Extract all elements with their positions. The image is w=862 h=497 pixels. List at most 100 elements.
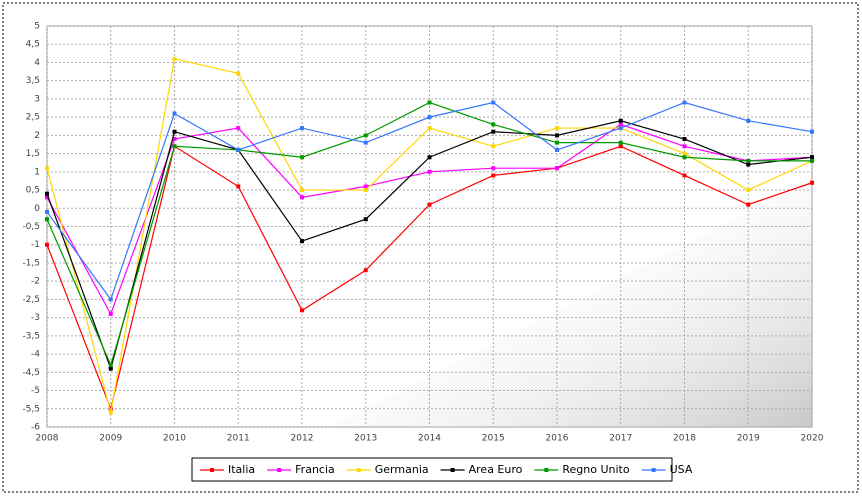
- x-tick-label: 2019: [737, 434, 760, 444]
- x-tick-label: 2012: [291, 434, 314, 444]
- point-marker: [427, 202, 432, 207]
- x-tick-label: 2014: [418, 434, 441, 444]
- point-marker: [491, 129, 496, 134]
- y-tick-label: 5: [34, 22, 40, 32]
- point-marker: [746, 118, 751, 123]
- y-tick-label: 3,5: [26, 76, 40, 86]
- point-marker: [300, 155, 304, 160]
- point-marker: [810, 129, 814, 134]
- point-marker: [491, 144, 496, 149]
- y-tick-label: -5: [31, 386, 40, 396]
- point-marker: [682, 151, 687, 156]
- point-marker: [363, 133, 368, 138]
- point-marker: [427, 100, 432, 105]
- x-tick-label: 2013: [354, 434, 377, 444]
- point-marker: [108, 406, 113, 411]
- x-tick-label: 2016: [546, 434, 569, 444]
- point-marker: [618, 118, 623, 123]
- y-tick-label: 0,5: [26, 186, 40, 196]
- point-marker: [172, 137, 177, 142]
- y-tick-label: -3,5: [22, 331, 40, 341]
- y-tick-label: -1,5: [22, 258, 40, 268]
- point-marker: [555, 166, 559, 171]
- legend-box: [191, 457, 673, 482]
- legend-label: Germania: [375, 463, 429, 476]
- point-marker: [300, 239, 304, 244]
- point-marker: [491, 122, 496, 127]
- point-marker: [45, 166, 49, 171]
- y-tick-label: 2: [34, 131, 40, 141]
- point-marker: [555, 126, 559, 131]
- point-marker: [682, 100, 687, 105]
- legend-marker: [210, 468, 214, 472]
- point-marker: [363, 140, 368, 145]
- x-tick-label: 2011: [227, 434, 250, 444]
- point-marker: [618, 140, 623, 145]
- point-marker: [108, 311, 113, 316]
- y-tick-label: 1: [34, 167, 40, 177]
- point-marker: [172, 111, 177, 116]
- point-marker: [172, 56, 177, 61]
- y-tick-label: 0: [34, 204, 40, 214]
- point-marker: [108, 366, 113, 371]
- point-marker: [363, 217, 368, 222]
- x-tick-label: 2009: [99, 434, 122, 444]
- point-marker: [172, 144, 177, 149]
- point-marker: [363, 184, 368, 189]
- point-marker: [682, 137, 687, 142]
- point-marker: [427, 115, 432, 120]
- point-marker: [682, 173, 687, 178]
- point-marker: [236, 184, 241, 189]
- x-tick-label: 2020: [801, 434, 824, 444]
- point-marker: [236, 71, 241, 76]
- x-tick-label: 2017: [609, 434, 632, 444]
- y-tick-label: 2,5: [26, 113, 40, 123]
- x-tick-label: 2010: [163, 434, 186, 444]
- y-tick-label: -4: [31, 350, 40, 360]
- legend-label: Francia: [295, 463, 335, 476]
- point-marker: [45, 191, 49, 196]
- point-marker: [427, 169, 432, 174]
- point-marker: [45, 242, 49, 247]
- point-marker: [491, 100, 496, 105]
- x-tick-label: 2015: [482, 434, 505, 444]
- point-marker: [363, 188, 368, 193]
- y-tick-label: -5,5: [22, 404, 40, 414]
- y-tick-label: -0,5: [22, 222, 40, 232]
- point-marker: [555, 133, 559, 138]
- point-marker: [45, 195, 49, 200]
- point-marker: [45, 217, 49, 222]
- legend-label: Italia: [228, 463, 255, 476]
- point-marker: [300, 126, 304, 131]
- x-tick-label: 2008: [36, 434, 59, 444]
- y-tick-label: -4,5: [22, 368, 40, 378]
- legend-label: USA: [670, 463, 693, 476]
- point-marker: [236, 147, 241, 152]
- point-marker: [300, 188, 304, 193]
- point-marker: [491, 173, 496, 178]
- y-tick-label: 3: [34, 94, 40, 104]
- point-marker: [810, 180, 814, 185]
- background-shade: [330, 180, 812, 427]
- point-marker: [555, 140, 559, 145]
- point-marker: [618, 126, 623, 131]
- point-marker: [236, 126, 241, 131]
- legend-marker: [651, 468, 656, 472]
- point-marker: [746, 158, 751, 163]
- point-marker: [682, 144, 687, 149]
- point-marker: [810, 158, 814, 163]
- point-marker: [427, 155, 432, 160]
- y-tick-label: -2,5: [22, 295, 40, 305]
- y-tick-label: -6: [31, 423, 40, 433]
- y-tick-label: 4: [34, 58, 40, 68]
- legend-marker: [450, 468, 455, 472]
- y-tick-label: 1,5: [26, 149, 40, 159]
- legend-marker: [544, 468, 549, 472]
- point-marker: [746, 188, 751, 193]
- point-marker: [300, 308, 304, 313]
- point-marker: [810, 155, 814, 160]
- legend-marker: [277, 468, 282, 472]
- point-marker: [108, 410, 113, 415]
- point-marker: [172, 129, 177, 134]
- y-tick-label: -3: [31, 313, 40, 323]
